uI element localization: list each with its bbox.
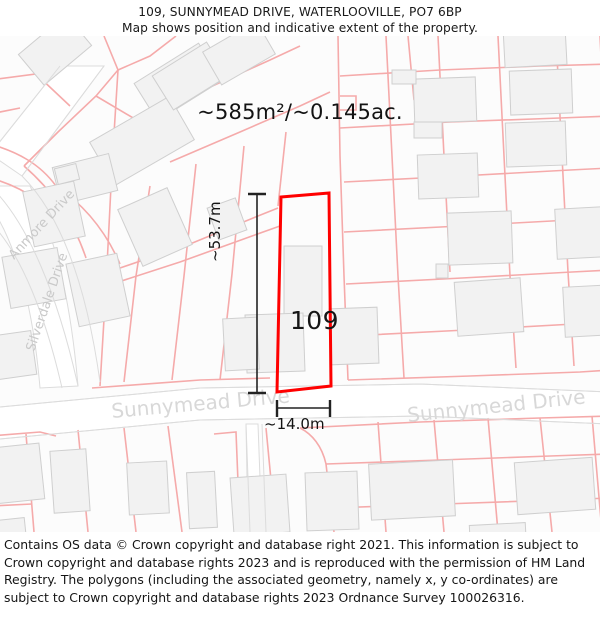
- page-subtitle: Map shows position and indicative extent…: [121, 21, 479, 35]
- property-outline[interactable]: [275, 191, 333, 394]
- page-title: 109, SUNNYMEAD DRIVE, WATERLOOVILLE, PO7…: [138, 5, 462, 19]
- building-footprints: [0, 36, 600, 532]
- road-edges: [0, 65, 600, 532]
- map-header: 109, SUNNYMEAD DRIVE, WATERLOOVILLE, PO7…: [0, 0, 600, 36]
- map-vector-layer: .pb { fill:none; stroke:#f5aaaa; stroke-…: [0, 36, 600, 532]
- measure-bar-horizontal: [275, 400, 332, 417]
- map-canvas[interactable]: .pb { fill:none; stroke:#f5aaaa; stroke-…: [0, 36, 600, 532]
- copyright-footer: Contains OS data © Crown copyright and d…: [0, 532, 600, 625]
- measure-bar-vertical: [248, 192, 266, 395]
